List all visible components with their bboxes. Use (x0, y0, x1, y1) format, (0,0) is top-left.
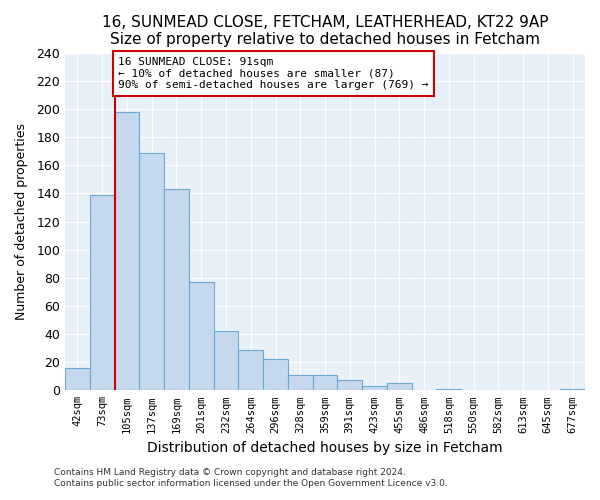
Bar (115, 112, 139, 390)
Bar (288, 375, 313, 390)
Text: Contains HM Land Registry data © Crown copyright and database right 2024.
Contai: Contains HM Land Registry data © Crown c… (54, 468, 448, 487)
Bar (387, 384, 412, 390)
Bar (436, 389, 461, 390)
X-axis label: Distribution of detached houses by size in Fetcham: Distribution of detached houses by size … (147, 441, 503, 455)
Bar (189, 282, 214, 391)
Bar (313, 375, 337, 390)
Bar (164, 189, 189, 390)
Bar (337, 380, 362, 390)
Bar (238, 350, 263, 391)
Y-axis label: Number of detached properties: Number of detached properties (15, 123, 28, 320)
Bar (263, 360, 288, 390)
Bar (560, 389, 585, 390)
Bar (362, 386, 387, 390)
Bar (139, 152, 164, 390)
Bar (90, 195, 115, 390)
Bar (65, 368, 90, 390)
Text: 16 SUNMEAD CLOSE: 91sqm
← 10% of detached houses are smaller (87)
90% of semi-de: 16 SUNMEAD CLOSE: 91sqm ← 10% of detache… (118, 57, 429, 90)
Bar (214, 331, 238, 390)
Title: 16, SUNMEAD CLOSE, FETCHAM, LEATHERHEAD, KT22 9AP
Size of property relative to d: 16, SUNMEAD CLOSE, FETCHAM, LEATHERHEAD,… (102, 15, 548, 48)
